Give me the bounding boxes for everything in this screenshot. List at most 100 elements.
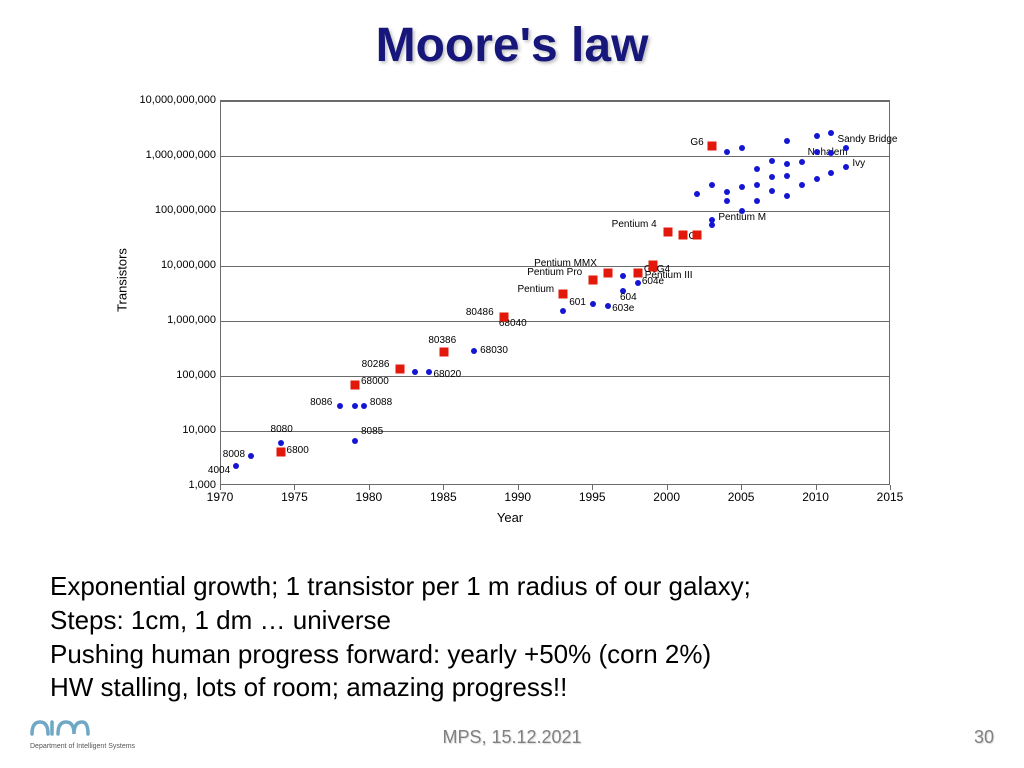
point-label: Pentium [517,284,554,295]
x-axis-label: Year [497,510,523,525]
xtick-label: 2015 [877,490,904,504]
xtick-label: 2005 [728,490,755,504]
data-point [499,312,508,321]
data-point [337,403,343,409]
data-point [814,133,820,139]
data-point [248,453,254,459]
xtick-label: 1990 [504,490,531,504]
data-point [784,173,790,179]
xtick-label: 2000 [653,490,680,504]
point-label: 8008 [223,449,245,460]
data-point [754,166,760,172]
point-label: 8088 [370,397,392,408]
data-point [843,145,849,151]
point-label: 8080 [271,424,293,435]
data-point [769,174,775,180]
point-label: 4004 [208,465,230,476]
data-point [769,188,775,194]
data-point [663,227,672,236]
data-point [843,164,849,170]
data-point [784,193,790,199]
data-point [678,230,687,239]
point-label: Ivy [852,158,865,169]
data-point [635,280,641,286]
point-label: Pentium M [718,212,766,223]
data-point [471,348,477,354]
point-label: 604 [620,292,637,303]
point-label: 80386 [428,335,456,346]
slide-title: Moore's law [0,0,1024,73]
data-point [709,222,715,228]
data-point [769,158,775,164]
data-point [814,176,820,182]
xtick-label: 1970 [207,490,234,504]
xtick-label: 1980 [356,490,383,504]
point-label: 603e [612,303,634,314]
data-point [799,182,805,188]
y-axis-label: Transistors [115,248,130,312]
data-point [708,142,717,151]
data-point [739,145,745,151]
point-label: 8086 [310,397,332,408]
data-point [799,159,805,165]
data-point [361,403,367,409]
footer-logo: Department of Intelligent Systems [30,718,135,750]
data-point [724,198,730,204]
data-point [693,230,702,239]
point-label: Sandy Bridge [837,134,897,145]
ytick-label: 100,000,000 [155,204,216,216]
xtick-label: 2010 [802,490,829,504]
data-point [620,273,626,279]
body-text: Exponential growth; 1 transistor per 1 m… [50,570,974,705]
data-point [724,149,730,155]
data-point [739,184,745,190]
data-point [440,347,449,356]
xtick-label: 1995 [579,490,606,504]
xtick-label: 1975 [281,490,308,504]
ytick-label: 10,000,000,000 [140,94,216,106]
point-label: 68030 [480,345,508,356]
point-label: 601 [569,297,586,308]
ytick-label: 10,000,000 [161,259,216,271]
data-point [828,150,834,156]
point-label: Pentium Pro [527,267,582,278]
data-point [633,268,642,277]
data-point [828,170,834,176]
data-point [784,161,790,167]
data-point [590,301,596,307]
data-point [784,138,790,144]
data-point [724,189,730,195]
data-point [412,369,418,375]
point-label: G4 [657,264,670,275]
point-label: 68000 [361,376,389,387]
point-label: Pentium MMX [534,258,597,269]
point-label: G6 [690,137,703,148]
data-point [276,448,285,457]
data-point [278,440,284,446]
data-point [560,308,566,314]
page-number: 30 [974,727,994,748]
point-label: Pentium 4 [612,219,657,230]
data-point [605,303,611,309]
data-point [709,182,715,188]
data-point [352,403,358,409]
data-point [352,438,358,444]
data-point [426,369,432,375]
plot-area: 4004800880808086808880856802068030680406… [220,100,890,485]
data-point [694,191,700,197]
footer-date: MPS, 15.12.2021 [442,727,581,748]
data-point [754,182,760,188]
data-point [589,276,598,285]
xtick-label: 1985 [430,490,457,504]
ytick-label: 10,000 [182,424,216,436]
moores-law-chart: 4004800880808086808880856802068030680406… [110,90,910,540]
point-label: 6800 [287,445,309,456]
data-point [395,365,404,374]
point-label: 8085 [361,426,383,437]
ytick-label: 1,000,000 [167,314,216,326]
point-label: 68020 [433,369,461,380]
data-point [233,463,239,469]
data-point [559,289,568,298]
point-label: 80486 [466,307,494,318]
data-point [828,130,834,136]
